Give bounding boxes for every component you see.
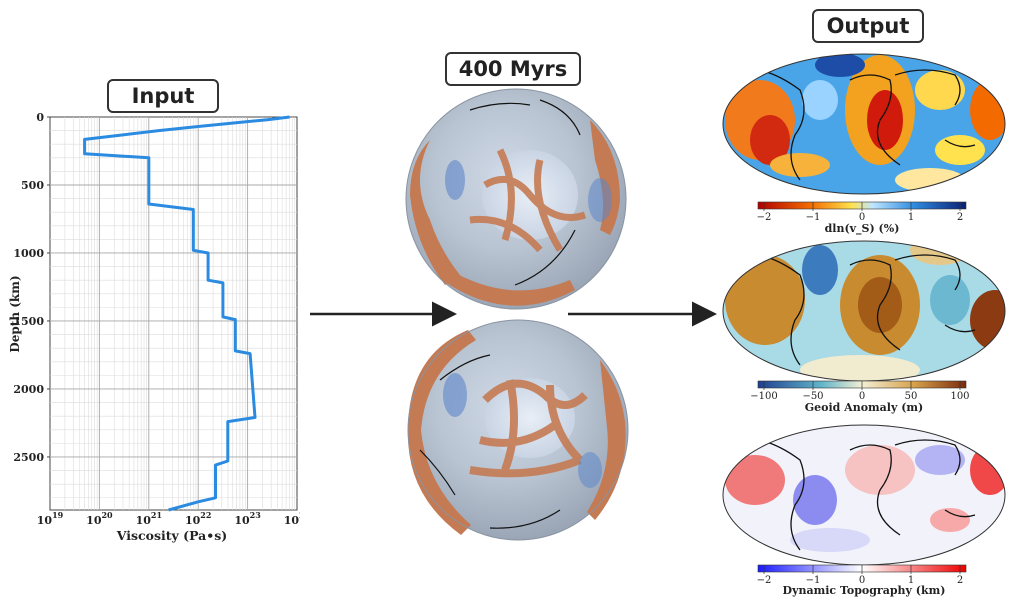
output-label: Output (812, 9, 924, 43)
colorbar-geoid-ticks: −100 −50 0 50 100 (750, 381, 970, 402)
x-axis-label: Viscosity (Pa•s) (116, 528, 227, 543)
y-tick-label: 2000 (13, 383, 44, 396)
x-tick-label: 1022 (185, 510, 211, 527)
time-label: 400 Myrs (445, 52, 581, 86)
colorbar-tick-label: 0 (859, 391, 865, 402)
plot-area (49, 116, 298, 511)
colorbar-tick-label: −1 (806, 212, 821, 223)
colorbar-tick-label: −1 (806, 575, 821, 586)
colorbar-tick-label: 0 (859, 212, 865, 223)
x-tick-label: 1023 (234, 510, 261, 527)
viscosity-profile-line (83, 115, 290, 512)
grid-minor (50, 117, 297, 510)
x-tick-label: 1020 (86, 510, 113, 527)
colorbar-tick-label: −100 (750, 391, 777, 402)
map-dlnvs (723, 54, 1005, 194)
colorbar-dlnvs-ticks: −2 −1 0 1 2 (757, 202, 963, 223)
y-tick-label: 500 (21, 179, 44, 192)
map-geoid (723, 241, 1005, 381)
colorbar-tick-label: 1 (908, 212, 914, 223)
colorbar-tick-label: 100 (950, 391, 969, 402)
y-tick-label: 0 (36, 111, 44, 124)
colorbar-tick-label: 2 (957, 212, 963, 223)
colorbar-dyntopo-ticks: −2 −1 0 1 2 (757, 565, 963, 586)
x-tick-label: 1021 (136, 510, 162, 527)
x-tick-label: 1019 (37, 510, 64, 527)
colorbar-tick-label: −2 (757, 575, 772, 586)
colorbar-dyntopo-label: Dynamic Topography (km) (783, 584, 946, 597)
viscosity-chart: 0 500 1000 1500 2000 2500 1019 1020 1021 1022 102… (8, 111, 300, 543)
y-tick-label: 1000 (13, 247, 44, 260)
globe-bottom (407, 319, 629, 541)
y-tick-label: 1500 (13, 315, 44, 328)
colorbar-tick-label: 1 (908, 575, 914, 586)
y-tick-labels: 0 500 1000 1500 2000 2500 (13, 111, 50, 464)
y-tick-label: 2500 (13, 451, 44, 464)
colorbar-dlnvs-label: dln(v_S) (%) (825, 222, 900, 236)
colorbar-geoid-label: Geoid Anomaly (m) (805, 401, 924, 414)
colorbar-tick-label: 0 (859, 575, 865, 586)
map-dyntopo (723, 425, 1005, 565)
x-tick-labels: 1019 1020 1021 1022 1023 1024 (37, 510, 300, 527)
x-tick-label: 1024 (284, 510, 300, 527)
colorbar-tick-label: −2 (757, 212, 772, 223)
colorbar-tick-label: 50 (905, 391, 918, 402)
globe-top (405, 88, 627, 310)
input-label: Input (107, 79, 219, 113)
y-axis-label: Depth (km) (8, 275, 22, 352)
colorbar-tick-label: −50 (802, 391, 823, 402)
colorbar-tick-label: 2 (957, 575, 963, 586)
